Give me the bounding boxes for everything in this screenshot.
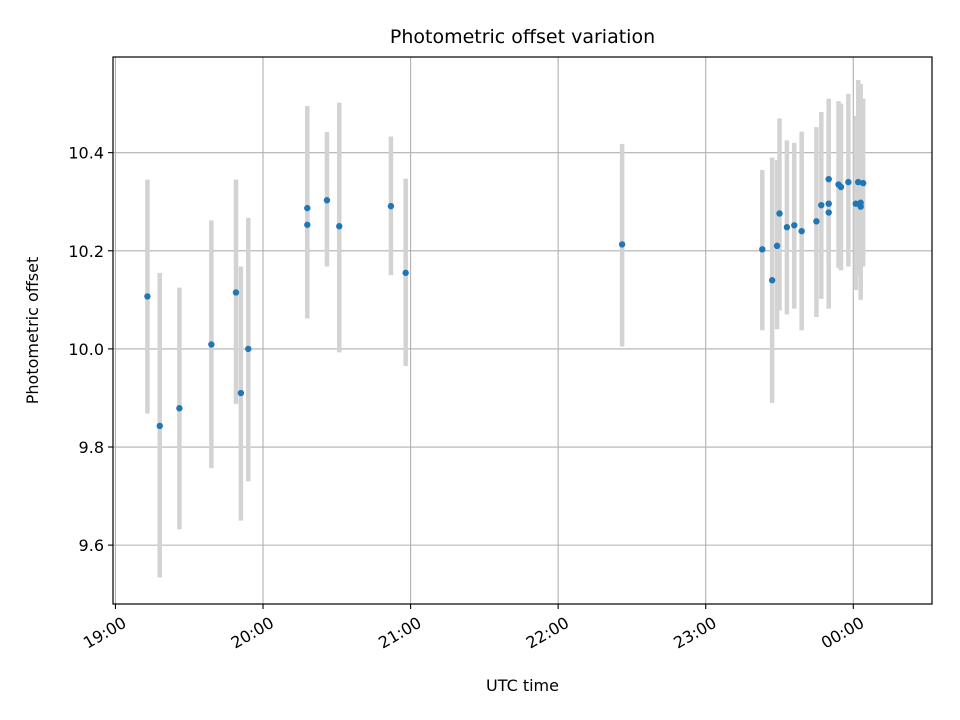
data-point bbox=[825, 175, 832, 183]
plot-frame bbox=[112, 56, 933, 605]
data-point bbox=[825, 209, 832, 216]
x-axis-label: UTC time bbox=[486, 676, 559, 695]
data-point bbox=[176, 405, 183, 412]
data-point bbox=[818, 201, 825, 209]
data-point bbox=[208, 341, 215, 348]
data-point bbox=[773, 242, 781, 250]
data-point bbox=[798, 227, 805, 235]
data-point bbox=[387, 202, 395, 210]
axis-ticks bbox=[108, 152, 854, 609]
y-tick-label: 10.0 bbox=[68, 340, 104, 359]
y-tick-label: 10.2 bbox=[68, 242, 104, 261]
data-point bbox=[813, 218, 820, 225]
data-point bbox=[304, 204, 311, 212]
data-point bbox=[791, 222, 798, 229]
data-point bbox=[857, 199, 864, 206]
chart-title: Photometric offset variation bbox=[390, 26, 655, 48]
data-point bbox=[618, 241, 626, 248]
data-points bbox=[144, 175, 867, 430]
y-axis-label: Photometric offset bbox=[23, 257, 42, 405]
data-point bbox=[776, 210, 783, 217]
data-point bbox=[855, 178, 862, 186]
data-point bbox=[156, 422, 163, 430]
data-point bbox=[304, 221, 311, 228]
data-point bbox=[237, 389, 245, 397]
data-point bbox=[845, 178, 852, 186]
data-point bbox=[852, 200, 859, 207]
y-tick-label: 10.4 bbox=[68, 144, 104, 163]
data-point bbox=[245, 345, 252, 353]
data-point bbox=[859, 179, 867, 187]
data-point bbox=[402, 269, 409, 277]
data-point bbox=[323, 197, 331, 204]
data-point bbox=[144, 293, 151, 300]
y-tick-label: 9.6 bbox=[79, 536, 104, 555]
data-point bbox=[336, 223, 343, 230]
data-point bbox=[768, 277, 776, 284]
y-tick-label: 9.8 bbox=[79, 438, 104, 457]
data-point bbox=[232, 289, 240, 296]
data-point bbox=[759, 246, 766, 253]
data-point bbox=[783, 224, 791, 231]
data-point bbox=[837, 183, 845, 191]
data-point bbox=[825, 200, 832, 207]
